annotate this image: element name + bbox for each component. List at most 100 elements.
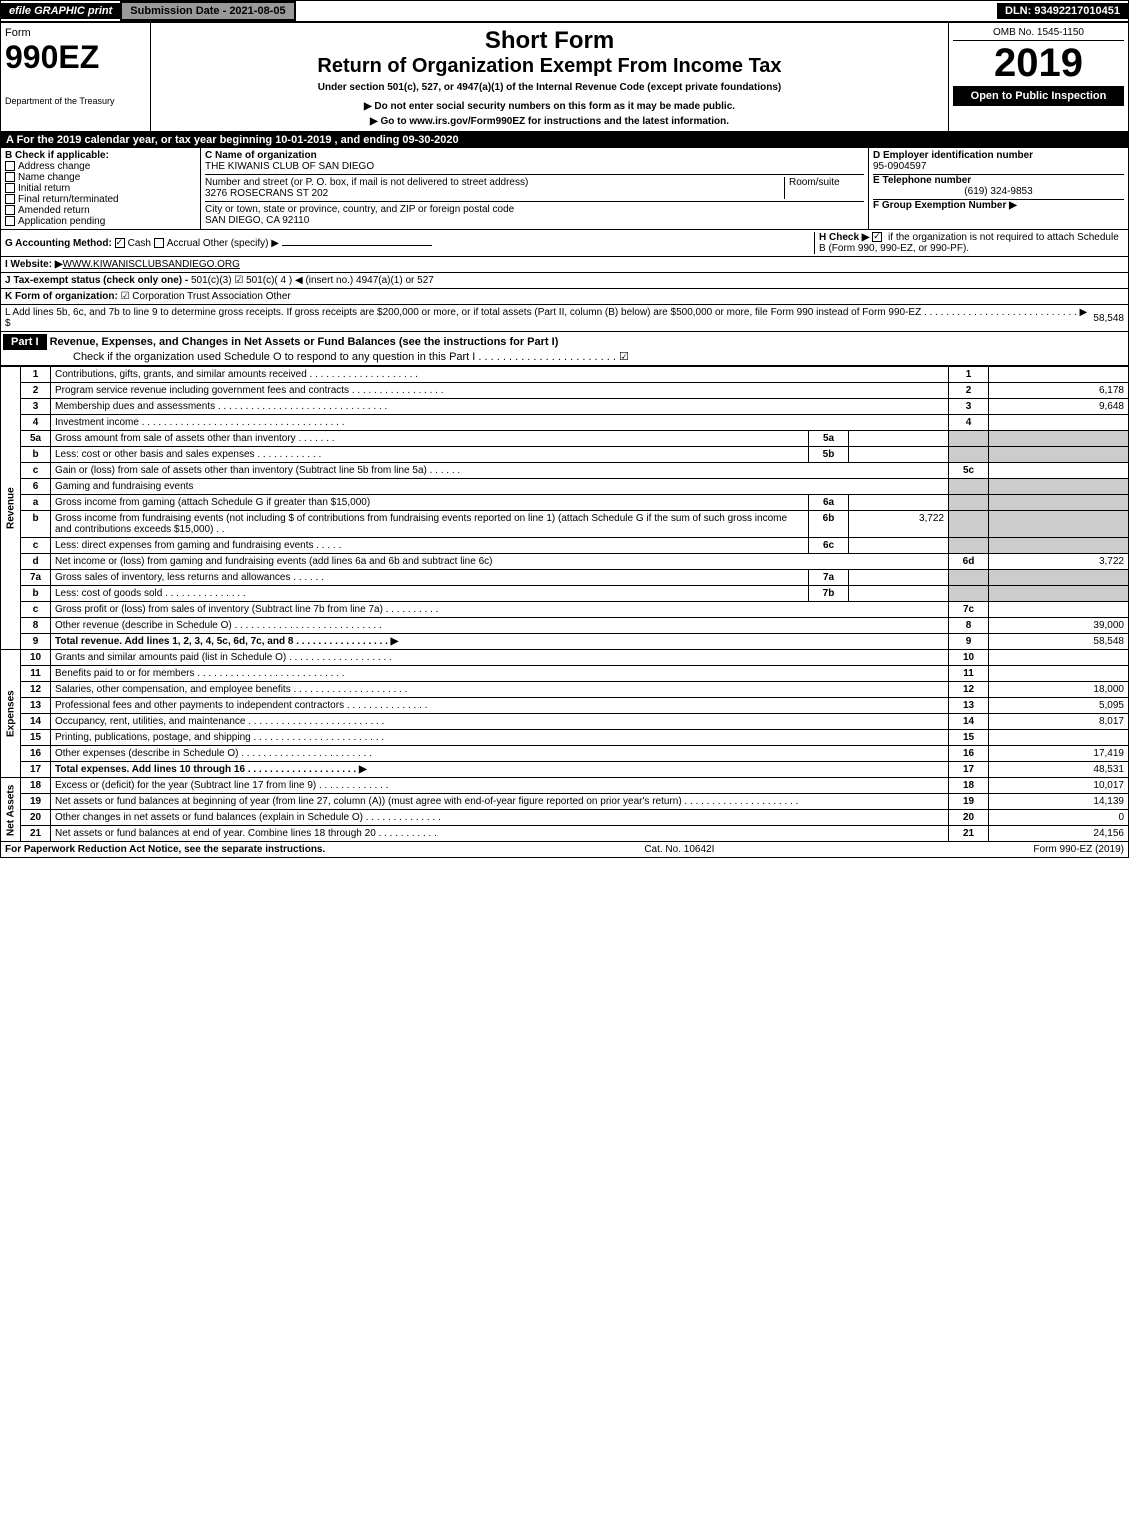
org-name: THE KIWANIS CLUB OF SAN DIEGO <box>205 161 374 172</box>
j-options: 501(c)(3) ☑ 501(c)( 4 ) ◀ (insert no.) 4… <box>191 275 434 286</box>
checkbox-amended[interactable] <box>5 205 15 215</box>
shaded-7a <box>949 570 989 586</box>
line-14-val: 8,017 <box>989 714 1129 730</box>
line-5b-sub: 5b <box>809 447 849 463</box>
line-6c-subval <box>849 538 949 554</box>
open-public: Open to Public Inspection <box>953 86 1124 106</box>
other-method-input[interactable] <box>282 245 432 246</box>
checkbox-h[interactable] <box>872 232 882 242</box>
line-7b-desc: Less: cost of goods sold . . . . . . . .… <box>51 586 809 602</box>
line-17-ref: 17 <box>949 762 989 778</box>
box-b-title: B Check if applicable: <box>5 150 196 161</box>
line-1-ref: 1 <box>949 367 989 383</box>
line-6-desc: Gaming and fundraising events <box>51 479 949 495</box>
phone: (619) 324-9853 <box>873 186 1124 200</box>
checkbox-final-return[interactable] <box>5 194 15 204</box>
label-final-return: Final return/terminated <box>18 194 119 205</box>
form-header: Form 990EZ Department of the Treasury Sh… <box>0 22 1129 132</box>
shaded-6b <box>949 511 989 538</box>
note-link[interactable]: ▶ Go to www.irs.gov/Form990EZ for instru… <box>155 116 944 127</box>
line-12-val: 18,000 <box>989 682 1129 698</box>
line-16-desc: Other expenses (describe in Schedule O) … <box>51 746 949 762</box>
row-l: L Add lines 5b, 6c, and 7b to line 9 to … <box>0 305 1129 332</box>
line-18-desc: Excess or (deficit) for the year (Subtra… <box>51 778 949 794</box>
checkbox-name-change[interactable] <box>5 172 15 182</box>
footer-right: Form 990-EZ (2019) <box>1033 844 1124 855</box>
label-accrual: Accrual <box>167 238 200 249</box>
checkbox-cash[interactable] <box>115 238 125 248</box>
line-5c-val <box>989 463 1129 479</box>
line-18-ref: 18 <box>949 778 989 794</box>
line-16-ref: 16 <box>949 746 989 762</box>
line-7a-sub: 7a <box>809 570 849 586</box>
netassets-label: Net Assets <box>1 778 21 842</box>
shaded-7a-val <box>989 570 1129 586</box>
top-bar: efile GRAPHIC print Submission Date - 20… <box>0 0 1129 22</box>
g-label: G Accounting Method: <box>5 238 112 249</box>
line-6a-sub: 6a <box>809 495 849 511</box>
part1-check: Check if the organization used Schedule … <box>3 351 629 363</box>
shaded-5b <box>949 447 989 463</box>
room-label: Room/suite <box>784 177 864 199</box>
row-k: K Form of organization: ☑ Corporation Tr… <box>0 289 1129 305</box>
box-c: C Name of organization THE KIWANIS CLUB … <box>201 148 868 229</box>
shaded-6c-val <box>989 538 1129 554</box>
d-label: D Employer identification number <box>873 150 1124 161</box>
part1-header: Part I Revenue, Expenses, and Changes in… <box>0 332 1129 366</box>
line-19-desc: Net assets or fund balances at beginning… <box>51 794 949 810</box>
ein: 95-0904597 <box>873 161 1124 175</box>
line-6d-ref: 6d <box>949 554 989 570</box>
checkbox-accrual[interactable] <box>154 238 164 248</box>
line-6b-desc: Gross income from fundraising events (no… <box>51 511 809 538</box>
line-7a-subval <box>849 570 949 586</box>
shaded-6b-val <box>989 511 1129 538</box>
footer-left: For Paperwork Reduction Act Notice, see … <box>5 844 325 855</box>
label-other-method: Other (specify) ▶ <box>203 238 279 249</box>
shaded-6a-val <box>989 495 1129 511</box>
revenue-label: Revenue <box>1 367 21 650</box>
line-3-desc: Membership dues and assessments . . . . … <box>51 399 949 415</box>
line-1-desc: Contributions, gifts, grants, and simila… <box>51 367 949 383</box>
line-20-ref: 20 <box>949 810 989 826</box>
line-15-desc: Printing, publications, postage, and shi… <box>51 730 949 746</box>
row-j: J Tax-exempt status (check only one) - 5… <box>0 273 1129 289</box>
line-12-ref: 12 <box>949 682 989 698</box>
line-7c-ref: 7c <box>949 602 989 618</box>
line-6a-subval <box>849 495 949 511</box>
shaded-5b-val <box>989 447 1129 463</box>
shaded-6a <box>949 495 989 511</box>
shaded-6 <box>949 479 989 495</box>
city-label: City or town, state or province, country… <box>205 204 514 215</box>
line-5c-ref: 5c <box>949 463 989 479</box>
line-17-desc: Total expenses. Add lines 10 through 16 … <box>51 762 949 778</box>
part1-table: Revenue 1 Contributions, gifts, grants, … <box>0 366 1129 842</box>
omb-number: OMB No. 1545-1150 <box>953 27 1124 41</box>
line-9-val: 58,548 <box>989 634 1129 650</box>
submission-date: Submission Date - 2021-08-05 <box>120 1 295 21</box>
checkbox-pending[interactable] <box>5 216 15 226</box>
box-def: D Employer identification number 95-0904… <box>868 148 1128 229</box>
l-text: L Add lines 5b, 6c, and 7b to line 9 to … <box>5 307 1093 329</box>
addr-label: Number and street (or P. O. box, if mail… <box>205 177 528 188</box>
website[interactable]: WWW.KIWANISCLUBSANDIEGO.ORG <box>63 259 240 270</box>
line-8-desc: Other revenue (describe in Schedule O) .… <box>51 618 949 634</box>
k-options: ☑ Corporation Trust Association Other <box>121 291 291 302</box>
line-6b-subval: 3,722 <box>849 511 949 538</box>
line-3-val: 9,648 <box>989 399 1129 415</box>
checkbox-address-change[interactable] <box>5 161 15 171</box>
k-label: K Form of organization: <box>5 291 118 302</box>
line-5c-desc: Gain or (loss) from sale of assets other… <box>51 463 949 479</box>
checkbox-initial-return[interactable] <box>5 183 15 193</box>
line-a: A For the 2019 calendar year, or tax yea… <box>0 132 1129 148</box>
shaded-7b <box>949 586 989 602</box>
line-19-ref: 19 <box>949 794 989 810</box>
footer: For Paperwork Reduction Act Notice, see … <box>0 842 1129 858</box>
e-label: E Telephone number <box>873 175 1124 186</box>
efile-label[interactable]: efile GRAPHIC print <box>1 3 120 19</box>
j-label: J Tax-exempt status (check only one) - <box>5 275 188 286</box>
h-label: H Check ▶ <box>819 232 869 243</box>
line-14-ref: 14 <box>949 714 989 730</box>
line-2-desc: Program service revenue including govern… <box>51 383 949 399</box>
line-1-val <box>989 367 1129 383</box>
line-19-val: 14,139 <box>989 794 1129 810</box>
